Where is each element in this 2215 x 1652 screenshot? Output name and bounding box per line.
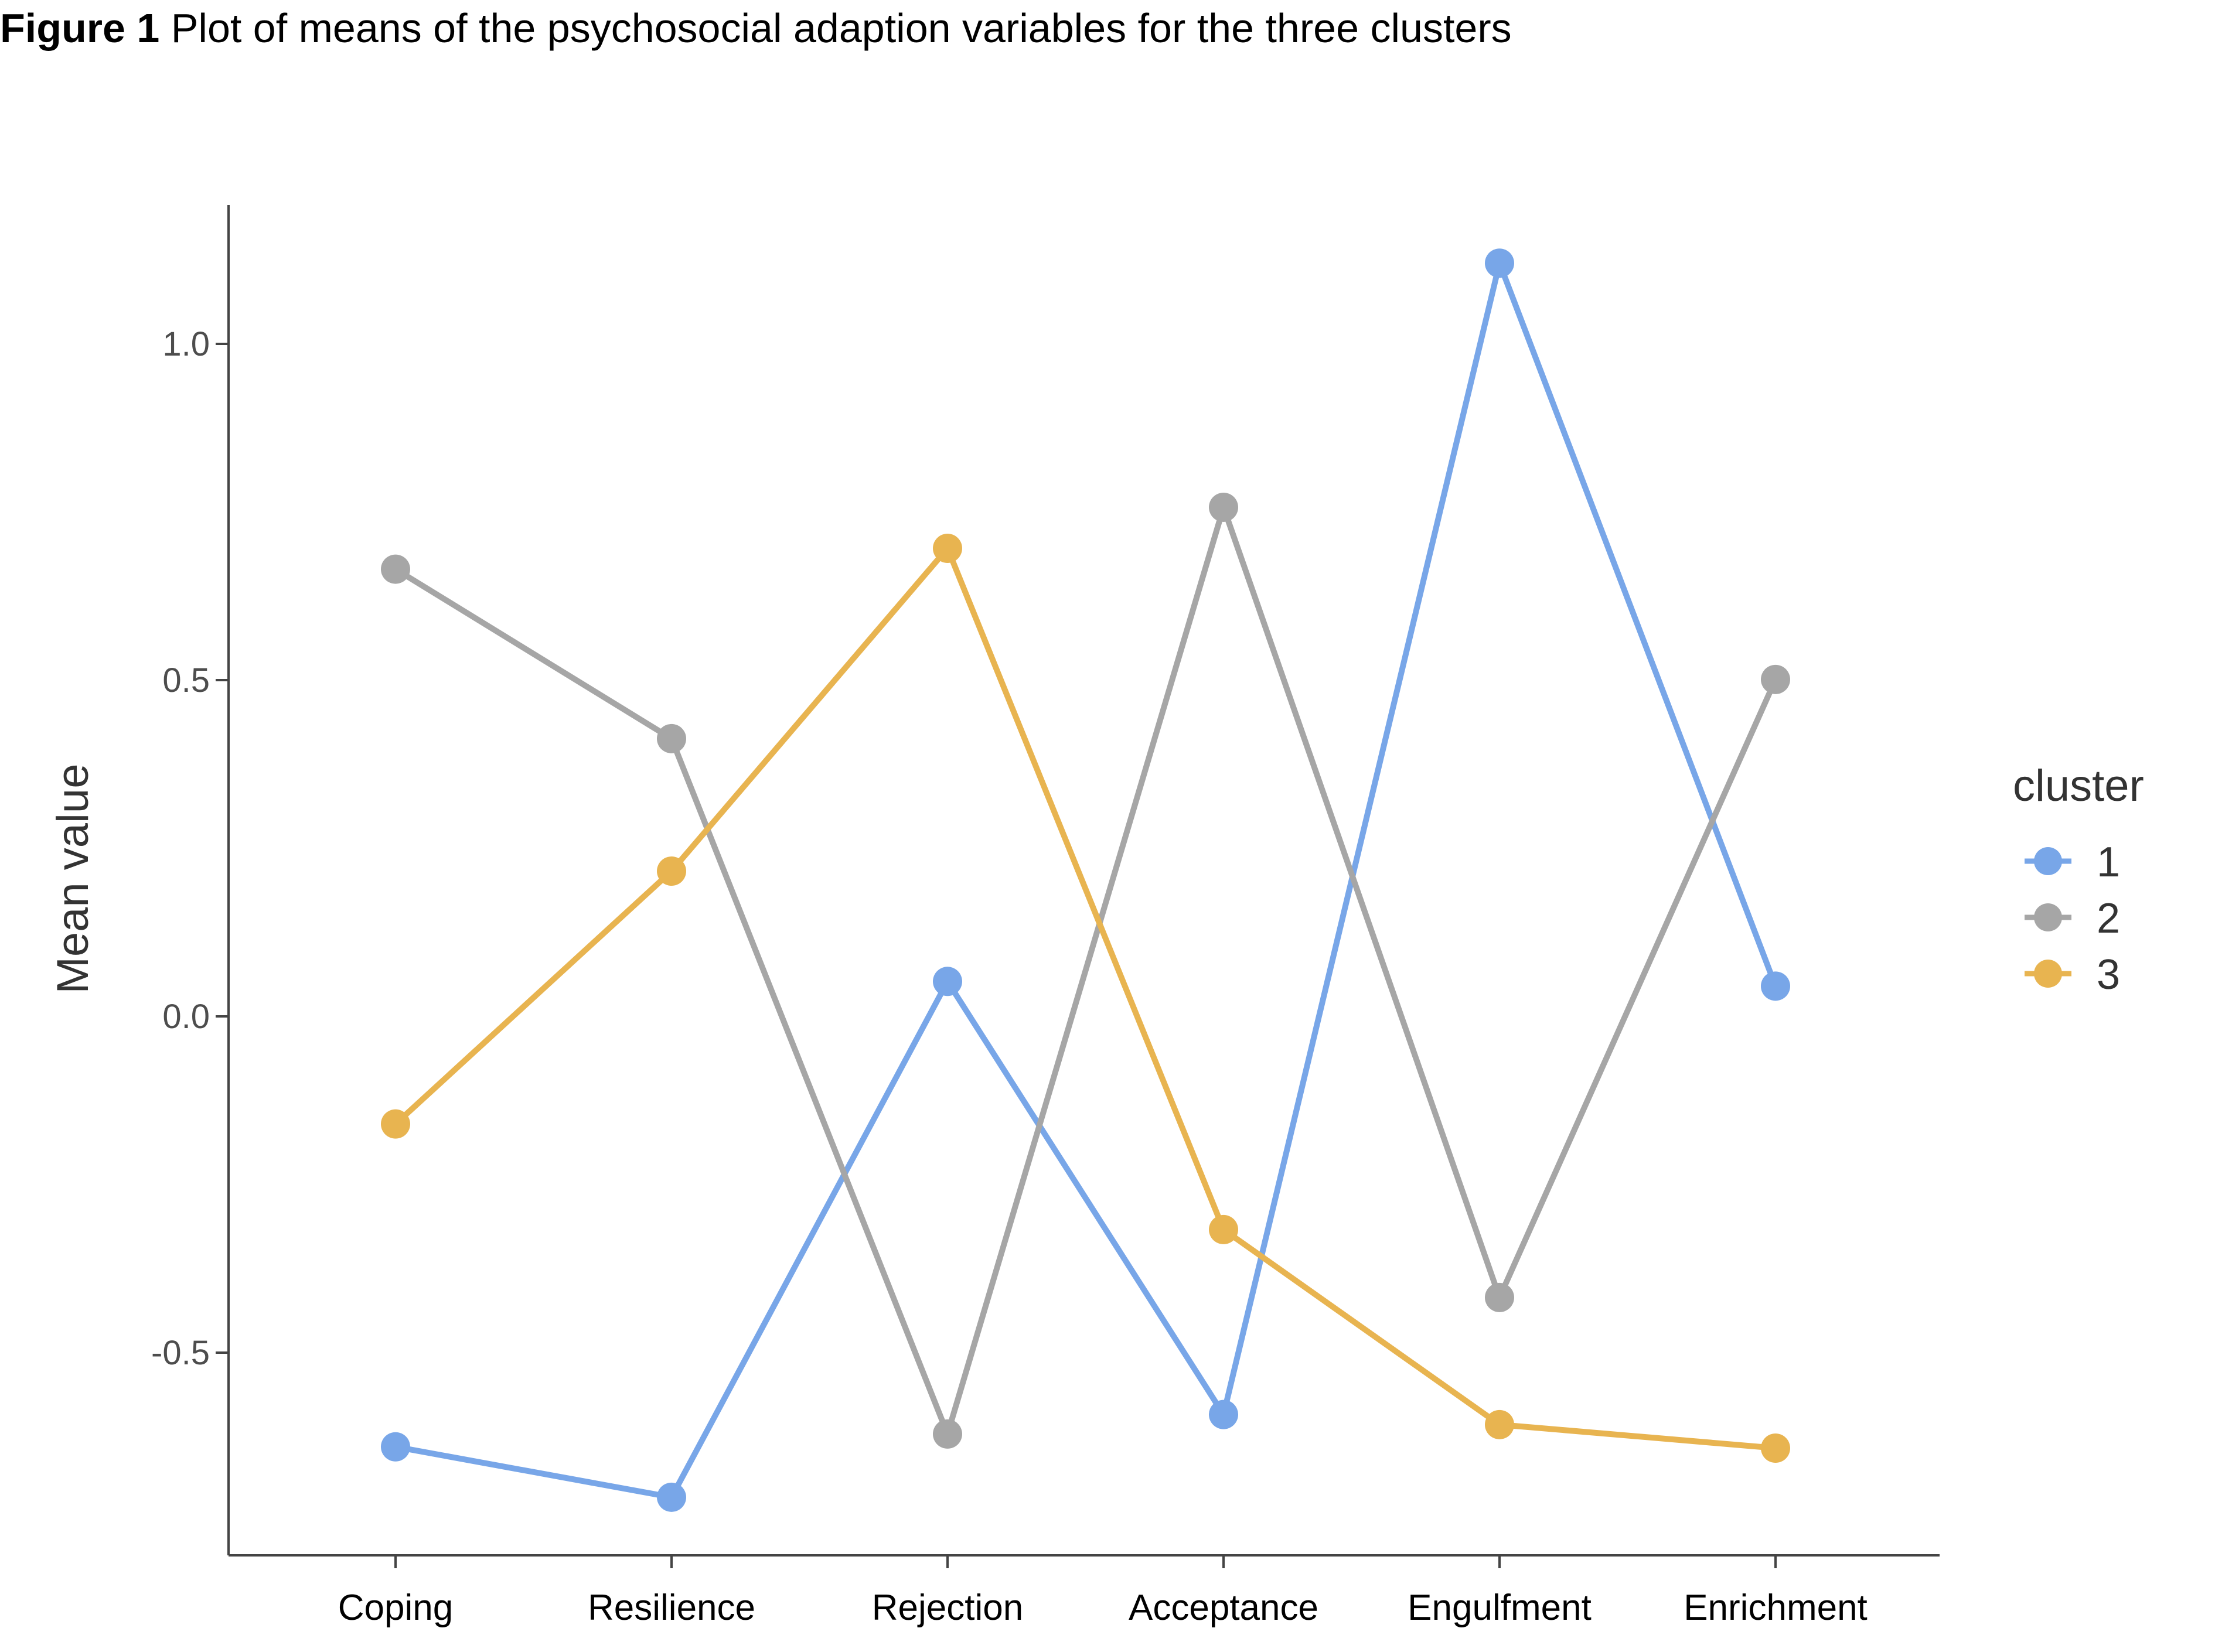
y-tick-label: 1.0 <box>162 325 210 363</box>
legend-marker-cluster-2 <box>2034 903 2062 931</box>
y-tick-label: 0.5 <box>162 661 210 699</box>
x-tick-label: Engulfment <box>1408 1588 1592 1628</box>
y-tick-label: -0.5 <box>151 1334 210 1372</box>
figure-label: Figure 1 <box>0 5 160 51</box>
figure-title: Figure 1 Plot of means of the psychosoci… <box>0 5 1512 52</box>
data-point-cluster-2 <box>1209 492 1238 522</box>
axes: -0.5 0.0 0.5 1.0 Coping Resilience Rejection Ac… <box>151 205 1940 1628</box>
data-point-cluster-2 <box>657 723 686 753</box>
y-axis-label: Mean value <box>48 764 98 994</box>
data-point-cluster-1 <box>933 967 962 996</box>
figure-caption: Plot of means of the psychosocial adapti… <box>159 5 1512 51</box>
x-tick-label: Rejection <box>872 1588 1023 1628</box>
data-point-cluster-1 <box>1209 1400 1238 1429</box>
series-points <box>381 248 1790 1512</box>
data-point-cluster-1 <box>381 1432 410 1462</box>
legend: cluster 1 2 3 <box>2013 761 2144 998</box>
legend-label-cluster-2: 2 <box>2097 895 2120 942</box>
x-tick-label: Coping <box>338 1588 453 1628</box>
legend-marker-cluster-1 <box>2034 847 2062 875</box>
x-tick-label: Resilience <box>588 1588 755 1628</box>
data-point-cluster-2 <box>1485 1282 1514 1312</box>
data-point-cluster-3 <box>381 1109 410 1139</box>
series-line-cluster-2 <box>394 504 1778 1437</box>
data-point-cluster-2 <box>381 554 410 584</box>
legend-marker-cluster-3 <box>2034 960 2062 988</box>
data-point-cluster-2 <box>933 1419 962 1449</box>
x-tick-label: Enrichment <box>1684 1588 1868 1628</box>
y-tick-label: 0.0 <box>162 998 210 1036</box>
series-line-cluster-1 <box>395 260 1778 1500</box>
series-lines <box>393 260 1778 1500</box>
data-point-cluster-1 <box>1761 971 1790 1001</box>
legend-label-cluster-3: 3 <box>2097 951 2120 998</box>
data-point-cluster-1 <box>1485 248 1514 278</box>
x-tick-label: Acceptance <box>1129 1588 1318 1628</box>
data-point-cluster-1 <box>657 1482 686 1512</box>
data-point-cluster-2 <box>1761 664 1790 694</box>
data-point-cluster-3 <box>1485 1409 1514 1439</box>
data-point-cluster-3 <box>933 533 962 563</box>
legend-title: cluster <box>2013 761 2144 811</box>
legend-label-cluster-1: 1 <box>2097 839 2120 886</box>
data-point-cluster-3 <box>1209 1214 1238 1244</box>
data-point-cluster-3 <box>657 856 686 886</box>
series-line-cluster-3 <box>393 545 1776 1451</box>
data-point-cluster-3 <box>1761 1433 1790 1463</box>
